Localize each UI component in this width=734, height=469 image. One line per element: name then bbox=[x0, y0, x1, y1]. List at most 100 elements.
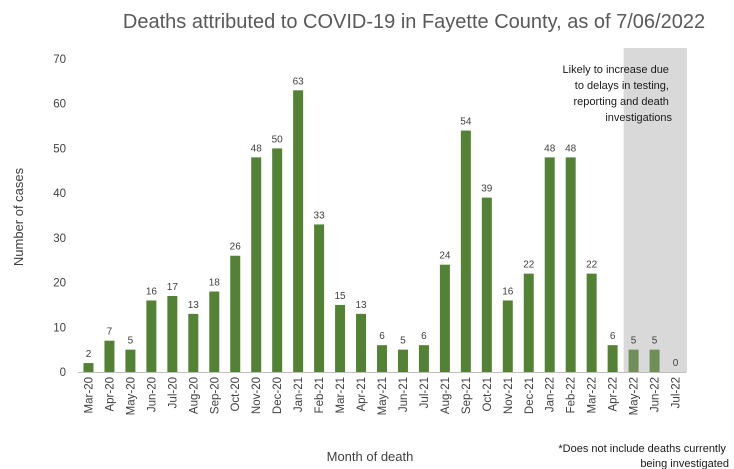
x-tick-label-apr-22: Apr-22 bbox=[608, 377, 620, 412]
y-tick-label-40: 40 bbox=[53, 188, 66, 200]
bar-may-21 bbox=[377, 345, 387, 372]
x-tick-label-sep-20: Sep-20 bbox=[209, 377, 221, 414]
x-tick-label-dec-20: Dec-20 bbox=[272, 377, 284, 414]
y-tick-label-50: 50 bbox=[53, 143, 66, 155]
x-tick-label-feb-21: Feb-21 bbox=[314, 377, 326, 413]
data-label-may-22: 5 bbox=[631, 336, 637, 347]
delay-annotation: Likely to increase due to delays in test… bbox=[563, 64, 673, 124]
bar-may-22 bbox=[628, 349, 639, 372]
data-label-oct-21: 39 bbox=[481, 184, 493, 195]
bars bbox=[83, 90, 660, 373]
x-tick-label-sep-21: Sep-21 bbox=[461, 377, 473, 414]
bar-jul-20 bbox=[167, 295, 178, 372]
data-label-jun-21: 5 bbox=[400, 336, 406, 347]
bar-jun-21 bbox=[397, 349, 408, 372]
data-label-oct-20: 26 bbox=[230, 242, 242, 253]
bar-aug-20 bbox=[188, 313, 199, 372]
data-label-sep-21: 54 bbox=[460, 117, 472, 128]
data-label-aug-20: 13 bbox=[188, 300, 200, 311]
data-label-apr-20: 7 bbox=[107, 327, 113, 338]
x-tick-label-nov-21: Nov-21 bbox=[503, 377, 515, 414]
bar-sep-20 bbox=[209, 291, 220, 372]
annotation-line-3: reporting and death bbox=[574, 96, 669, 108]
x-tick-label-jan-22: Jan-22 bbox=[545, 377, 557, 412]
bar-jun-22 bbox=[649, 349, 660, 372]
annotation-line-2: to delays in testing, bbox=[575, 80, 669, 92]
chart-title: Deaths attributed to COVID-19 in Fayette… bbox=[123, 11, 705, 33]
x-axis-ticks: Mar-20 Apr-20 May-20 Jun-20 Jul-20 Aug-20 Sep-… bbox=[83, 377, 682, 415]
annotation-line-4: investigations bbox=[605, 112, 672, 124]
bar-apr-21 bbox=[356, 313, 367, 372]
annotation-line-1: Likely to increase due bbox=[563, 64, 669, 76]
x-tick-label-oct-21: Oct-21 bbox=[482, 377, 494, 412]
bar-jul-21 bbox=[418, 345, 429, 372]
x-tick-label-may-21: May-21 bbox=[377, 377, 389, 415]
bar-oct-21 bbox=[481, 197, 492, 372]
bar-dec-21 bbox=[523, 273, 534, 372]
data-label-may-20: 5 bbox=[128, 336, 134, 347]
pending-period-shading bbox=[623, 48, 687, 372]
y-axis-title: Number of cases bbox=[11, 167, 26, 266]
y-tick-label-30: 30 bbox=[53, 233, 66, 245]
x-tick-label-nov-20: Nov-20 bbox=[251, 377, 263, 414]
bar-aug-21 bbox=[439, 264, 450, 372]
footnote-line-1: *Does not include deaths currently bbox=[558, 443, 726, 455]
bar-nov-20 bbox=[251, 157, 262, 372]
bar-jan-22 bbox=[544, 157, 555, 372]
data-label-feb-21: 33 bbox=[314, 210, 326, 221]
data-label-mar-21: 15 bbox=[335, 291, 347, 302]
y-tick-label-10: 10 bbox=[53, 322, 66, 334]
x-tick-label-apr-20: Apr-20 bbox=[104, 377, 116, 412]
data-label-jul-21: 6 bbox=[421, 331, 427, 342]
x-tick-label-jul-21: Jul-21 bbox=[419, 377, 431, 408]
data-label-jan-21: 63 bbox=[293, 76, 305, 87]
data-label-jul-22: 0 bbox=[673, 358, 679, 369]
bar-mar-20 bbox=[83, 363, 94, 372]
x-tick-label-may-20: May-20 bbox=[125, 377, 137, 415]
y-axis-ticks: 0 10 20 30 40 50 60 70 bbox=[53, 54, 66, 379]
x-tick-label-apr-21: Apr-21 bbox=[356, 377, 368, 412]
bar-apr-20 bbox=[104, 340, 115, 372]
x-tick-label-jun-22: Jun-22 bbox=[650, 377, 662, 412]
bar-feb-22 bbox=[565, 157, 576, 372]
data-label-dec-21: 22 bbox=[523, 260, 535, 271]
data-label-jun-22: 5 bbox=[652, 336, 658, 347]
data-label-sep-20: 18 bbox=[209, 278, 221, 289]
y-tick-label-0: 0 bbox=[60, 367, 66, 379]
data-label-dec-20: 50 bbox=[272, 134, 284, 145]
bar-jan-21 bbox=[293, 90, 304, 373]
x-tick-label-jun-20: Jun-20 bbox=[146, 377, 158, 412]
bar-apr-22 bbox=[607, 345, 618, 372]
data-label-jan-22: 48 bbox=[544, 143, 556, 154]
data-label-may-21: 6 bbox=[379, 331, 385, 342]
data-label-mar-20: 2 bbox=[86, 349, 92, 360]
footnote-line-2: being investigated bbox=[640, 458, 729, 469]
x-axis-title: Month of death bbox=[327, 449, 414, 464]
bar-sep-21 bbox=[460, 130, 471, 372]
x-tick-label-jul-22: Jul-22 bbox=[671, 377, 683, 408]
bar-oct-20 bbox=[230, 255, 241, 372]
x-tick-label-mar-22: Mar-22 bbox=[587, 377, 599, 413]
footnote: *Does not include deaths currently being… bbox=[558, 443, 729, 469]
bar-nov-21 bbox=[502, 300, 513, 372]
data-label-apr-21: 13 bbox=[355, 300, 367, 311]
data-label-mar-22: 22 bbox=[586, 260, 598, 271]
x-tick-label-oct-20: Oct-20 bbox=[230, 377, 242, 412]
bar-jun-20 bbox=[146, 300, 157, 372]
data-label-aug-21: 24 bbox=[439, 251, 451, 262]
bar-mar-22 bbox=[586, 273, 597, 372]
bar-feb-21 bbox=[314, 224, 325, 372]
y-tick-label-60: 60 bbox=[53, 99, 66, 111]
x-tick-label-dec-21: Dec-21 bbox=[524, 377, 536, 414]
data-label-jun-20: 16 bbox=[146, 286, 158, 297]
x-tick-label-may-22: May-22 bbox=[629, 377, 641, 415]
bar-dec-20 bbox=[272, 148, 283, 372]
y-tick-label-20: 20 bbox=[53, 278, 66, 290]
x-tick-label-mar-20: Mar-20 bbox=[83, 377, 95, 413]
data-label-nov-21: 16 bbox=[502, 286, 514, 297]
data-label-nov-20: 48 bbox=[251, 143, 263, 154]
data-label-jul-20: 17 bbox=[167, 282, 179, 293]
bar-mar-21 bbox=[335, 304, 346, 372]
